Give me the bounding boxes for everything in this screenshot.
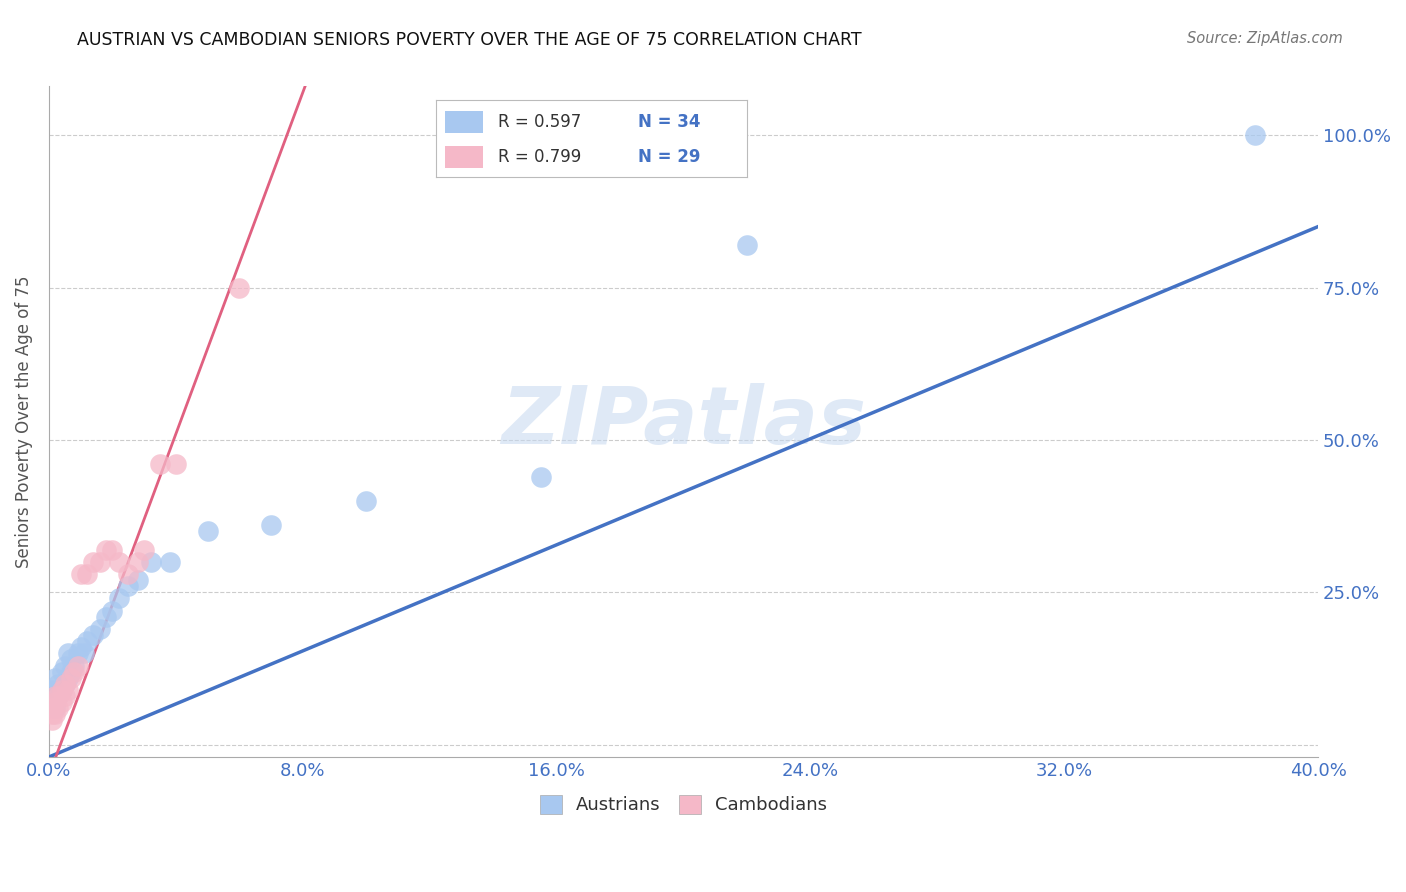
- Point: [127, 555, 149, 569]
- Point: [41, 714, 63, 728]
- Point: [56, 646, 79, 660]
- Point: [134, 542, 156, 557]
- Point: [149, 458, 172, 472]
- Point: [735, 238, 758, 252]
- Point: [44, 689, 66, 703]
- Point: [53, 658, 76, 673]
- Point: [197, 524, 219, 539]
- Point: [107, 591, 129, 606]
- Point: [48, 677, 70, 691]
- Point: [1243, 128, 1265, 142]
- Point: [159, 555, 181, 569]
- Point: [76, 634, 98, 648]
- Point: [66, 658, 89, 673]
- Point: [66, 646, 89, 660]
- Point: [53, 677, 76, 691]
- Point: [56, 671, 79, 685]
- Point: [530, 469, 553, 483]
- Point: [94, 609, 117, 624]
- Point: [44, 707, 66, 722]
- Point: [94, 542, 117, 557]
- Point: [76, 567, 98, 582]
- Point: [63, 665, 86, 679]
- Point: [41, 701, 63, 715]
- Point: [60, 671, 83, 685]
- Point: [69, 640, 91, 655]
- Point: [44, 701, 66, 715]
- Point: [53, 689, 76, 703]
- Point: [48, 701, 70, 715]
- Point: [51, 665, 73, 679]
- Point: [127, 573, 149, 587]
- Text: ZIPatlas: ZIPatlas: [501, 383, 866, 460]
- Point: [82, 555, 104, 569]
- Point: [89, 622, 111, 636]
- Y-axis label: Seniors Poverty Over the Age of 75: Seniors Poverty Over the Age of 75: [15, 276, 32, 568]
- Point: [53, 677, 76, 691]
- Point: [228, 280, 250, 294]
- Point: [41, 682, 63, 697]
- Point: [44, 695, 66, 709]
- Point: [56, 682, 79, 697]
- Point: [69, 567, 91, 582]
- Point: [41, 695, 63, 709]
- Point: [60, 665, 83, 679]
- Point: [51, 682, 73, 697]
- Point: [89, 555, 111, 569]
- Point: [44, 671, 66, 685]
- Point: [117, 579, 139, 593]
- Point: [165, 458, 187, 472]
- Point: [260, 518, 283, 533]
- Point: [48, 689, 70, 703]
- Legend: Austrians, Cambodians: Austrians, Cambodians: [533, 788, 834, 822]
- Text: Source: ZipAtlas.com: Source: ZipAtlas.com: [1187, 31, 1343, 46]
- Point: [101, 542, 124, 557]
- Point: [73, 646, 96, 660]
- Point: [63, 658, 86, 673]
- Point: [356, 494, 378, 508]
- Point: [107, 555, 129, 569]
- Point: [60, 652, 83, 666]
- Point: [117, 567, 139, 582]
- Point: [51, 682, 73, 697]
- Point: [51, 695, 73, 709]
- Point: [82, 628, 104, 642]
- Point: [48, 689, 70, 703]
- Text: AUSTRIAN VS CAMBODIAN SENIORS POVERTY OVER THE AGE OF 75 CORRELATION CHART: AUSTRIAN VS CAMBODIAN SENIORS POVERTY OV…: [77, 31, 862, 49]
- Point: [101, 604, 124, 618]
- Point: [41, 707, 63, 722]
- Point: [139, 555, 162, 569]
